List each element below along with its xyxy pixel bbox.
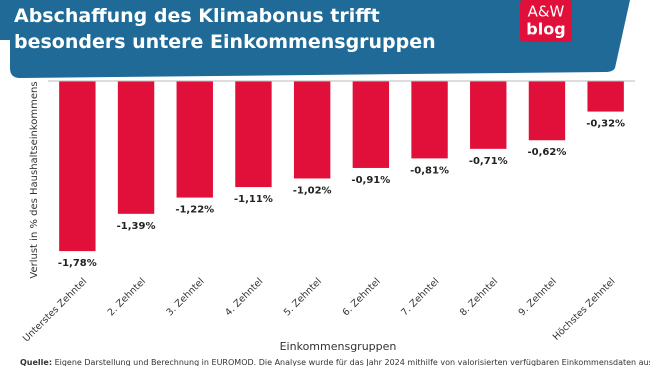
bar	[235, 81, 272, 188]
logo-box	[520, 0, 572, 42]
bar	[411, 81, 448, 159]
title-line: Abschaffung des Klimabonus trifft	[14, 5, 380, 27]
x-tick-label: 5. Zehntel	[282, 276, 324, 318]
x-axis-label: Einkommensgruppen	[280, 340, 397, 353]
bar	[293, 81, 331, 179]
x-tick-label: Unterstes Zehntel	[21, 276, 89, 344]
source-label: Quelle:	[20, 358, 52, 366]
bar	[470, 81, 507, 149]
value-label: -0,62%	[528, 147, 567, 158]
value-label: -0,91%	[351, 175, 390, 186]
bar	[59, 81, 96, 252]
bar	[587, 81, 624, 112]
x-tick-label: 6. Zehntel	[341, 276, 383, 318]
x-tick-label: 2. Zehntel	[106, 276, 148, 318]
value-label: -0,81%	[410, 165, 449, 176]
bar	[528, 81, 566, 141]
source-text: Eigene Darstellung und Berechnung in EUR…	[55, 358, 650, 366]
header-band-edge	[0, 0, 10, 40]
bar	[352, 81, 390, 168]
logo-top: A&W	[528, 3, 565, 21]
value-label: -1,11%	[234, 194, 273, 205]
title-line: besonders untere Einkommensgruppen	[14, 31, 436, 53]
value-label: -1,39%	[117, 221, 156, 232]
value-label: -1,78%	[58, 258, 97, 269]
value-label: -1,02%	[293, 185, 332, 196]
value-label: -0,32%	[586, 119, 625, 130]
value-label: -1,22%	[175, 205, 214, 216]
y-axis-label: Verlust in % des Haushaltseinkommens	[29, 81, 40, 278]
x-tick-label: 9. Zehntel	[517, 276, 559, 318]
x-tick-label: Höchstes Zehntel	[551, 276, 618, 343]
x-tick-label: 3. Zehntel	[164, 276, 206, 318]
x-tick-label: 8. Zehntel	[458, 276, 500, 318]
source: Quelle: Eigene Darstellung und Berechnun…	[20, 358, 650, 366]
header-band	[0, 0, 630, 78]
bar	[117, 81, 155, 214]
value-label: -0,71%	[469, 156, 508, 167]
x-tick-label: 4. Zehntel	[223, 276, 265, 318]
chart-title: Abschaffung des Klimabonus trifft besonde…	[14, 5, 436, 53]
logo-bottom: blog	[526, 20, 565, 39]
bar	[176, 81, 213, 198]
x-tick-label: 7. Zehntel	[399, 276, 441, 318]
